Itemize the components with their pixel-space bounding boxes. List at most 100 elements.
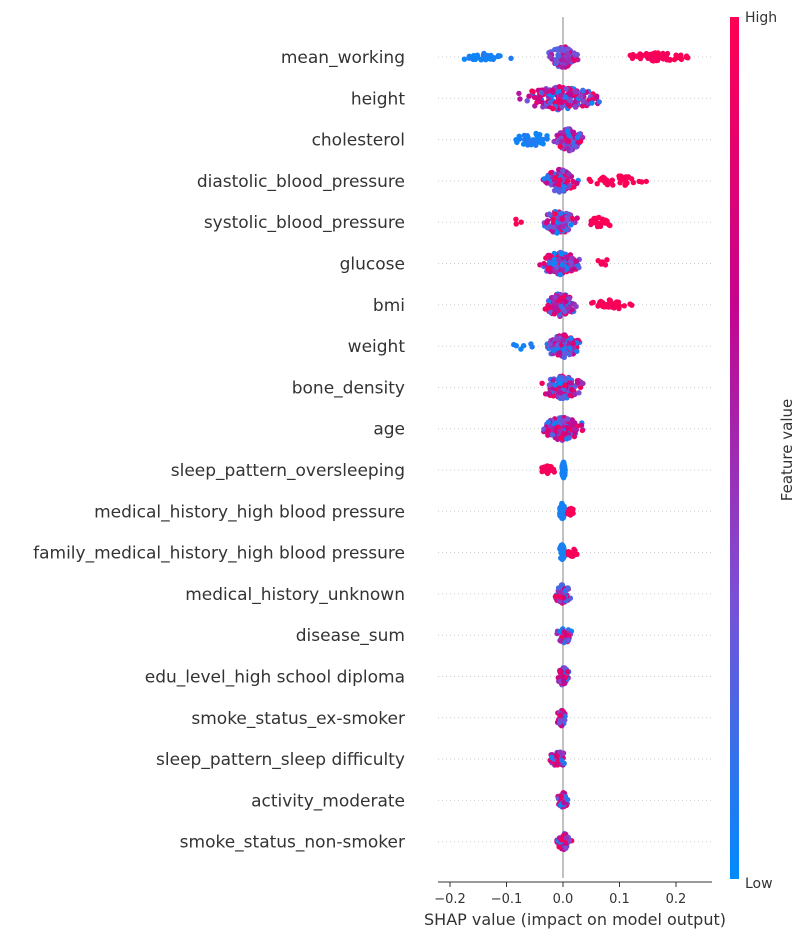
shap-point	[551, 311, 558, 317]
shap-point	[560, 677, 567, 683]
shap-point	[571, 420, 578, 426]
shap-point	[599, 216, 606, 222]
shap-point	[461, 56, 468, 62]
shap-point	[643, 178, 649, 185]
shap-point	[571, 433, 578, 440]
x-tick-label: 0.2	[666, 892, 687, 907]
shap-point	[554, 46, 561, 52]
x-tick-label: −0.2	[434, 892, 466, 907]
shap-point	[544, 467, 550, 473]
shap-point	[547, 382, 553, 388]
shap-point	[516, 90, 522, 97]
feature-label: medical_history_unknown	[185, 585, 405, 605]
shap-point	[533, 142, 539, 148]
feature-label: edu_level_high school diploma	[145, 668, 405, 688]
shap-point	[678, 52, 684, 58]
shap-point	[659, 55, 665, 61]
shap-point	[598, 261, 604, 267]
shap-point	[639, 179, 645, 185]
shap-point	[573, 89, 579, 95]
shap-point	[562, 333, 569, 339]
shap-point	[627, 301, 633, 307]
shap-point	[565, 416, 571, 422]
shap-point	[566, 435, 572, 441]
shap-point	[513, 216, 519, 222]
shap-point	[552, 211, 558, 217]
shap-point	[559, 64, 565, 70]
feature-label: medical_history_high blood pressure	[94, 502, 405, 522]
shap-point	[516, 133, 522, 139]
shap-point	[599, 303, 606, 309]
shap-point	[540, 104, 546, 110]
shap-point	[545, 391, 551, 397]
shap-point	[471, 52, 477, 59]
shap-point	[596, 99, 602, 105]
shap-point	[466, 55, 472, 61]
shap-point	[562, 350, 568, 356]
shap-point	[552, 256, 558, 262]
shap-point	[570, 129, 577, 135]
shap-point	[579, 427, 585, 434]
shap-point	[558, 550, 564, 556]
shap-point	[548, 182, 555, 188]
shap-point	[561, 462, 567, 469]
shap-point	[537, 94, 543, 101]
shap-point	[558, 513, 564, 519]
shap-point	[649, 57, 655, 64]
shap-point	[564, 425, 571, 431]
shap-point	[571, 391, 578, 397]
shap-point	[621, 303, 627, 309]
shap-point	[558, 793, 564, 799]
shap-point	[558, 375, 564, 381]
feature-label: systolic_blood_pressure	[204, 213, 405, 233]
shap-point	[541, 176, 547, 182]
shap-point	[574, 180, 580, 186]
shap-point	[568, 380, 574, 386]
shap-point	[544, 429, 550, 435]
shap-point	[573, 303, 579, 310]
shap-point	[574, 51, 580, 58]
shap-point	[561, 382, 568, 389]
shap-point	[683, 53, 690, 59]
shap-point	[574, 380, 581, 386]
shap-point	[557, 594, 564, 600]
shap-point	[547, 99, 553, 106]
shap-point	[550, 216, 556, 222]
colorbar-low-label: Low	[745, 876, 773, 892]
shap-point	[560, 395, 566, 402]
shap-point	[556, 256, 562, 263]
shap-point	[508, 55, 514, 61]
shap-point	[547, 341, 553, 347]
shap-point	[547, 223, 553, 230]
shap-point	[678, 56, 685, 63]
shap-point	[607, 297, 614, 304]
shap-point	[571, 57, 577, 64]
shap-point	[574, 348, 580, 354]
shap-point	[577, 93, 584, 100]
shap-point	[664, 57, 670, 63]
shap-point	[565, 216, 571, 223]
shap-point	[561, 467, 567, 473]
shap-point	[529, 88, 535, 94]
shap-point	[567, 92, 574, 98]
shap-point	[647, 51, 653, 58]
shap-point	[526, 93, 532, 99]
shap-point	[560, 751, 566, 757]
shap-point	[557, 669, 563, 676]
shap-point	[637, 51, 643, 57]
feature-label: age	[373, 420, 405, 440]
shap-point	[558, 138, 564, 145]
shap-point	[563, 86, 569, 92]
shap-point	[546, 304, 553, 311]
shap-point	[563, 94, 569, 100]
shap-point	[557, 598, 563, 604]
shap-point	[559, 216, 565, 222]
shap-point	[560, 57, 566, 63]
shap-point	[569, 255, 575, 261]
shap-point	[560, 417, 566, 424]
shap-point	[543, 220, 550, 226]
shap-point	[578, 422, 585, 429]
shap-point	[588, 178, 594, 185]
shap-point	[569, 215, 576, 222]
shap-point	[588, 221, 594, 228]
